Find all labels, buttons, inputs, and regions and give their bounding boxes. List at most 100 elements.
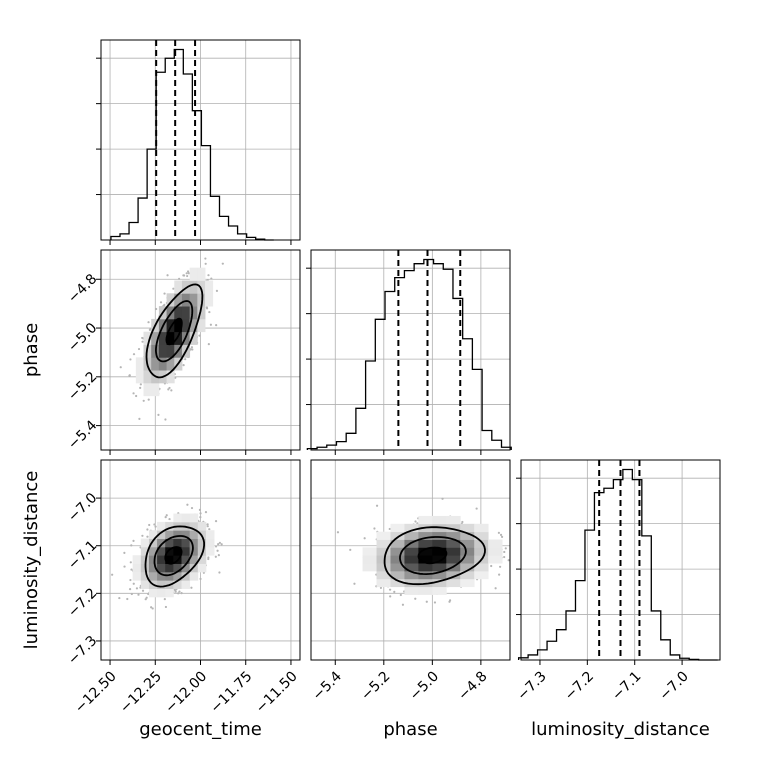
density-cell	[166, 331, 175, 345]
density-cell	[390, 563, 405, 572]
sample-point	[498, 573, 501, 576]
sample-point	[155, 307, 158, 311]
density-cell	[174, 318, 183, 333]
density-cell	[418, 555, 433, 564]
density-cell	[390, 523, 405, 533]
density-cell	[362, 547, 377, 556]
sample-point	[198, 508, 202, 512]
density-cell	[158, 344, 167, 358]
density-cell	[157, 588, 166, 598]
x-tick-label-geocent_time: −12.50	[72, 668, 120, 716]
y-tick-label-luminosity_distance: −7.3	[65, 633, 100, 668]
sample-point	[205, 307, 209, 310]
density-cell	[181, 555, 191, 564]
sample-point	[135, 587, 139, 590]
density-cell	[143, 370, 152, 384]
sample-point	[178, 590, 181, 593]
density-cell	[148, 538, 158, 548]
density-cell	[148, 563, 158, 573]
density-cell	[432, 570, 447, 580]
sample-point	[220, 543, 223, 546]
sample-point	[170, 389, 173, 392]
sample-point	[401, 603, 405, 606]
sample-point	[185, 272, 188, 275]
sample-point	[138, 417, 141, 421]
sample-point	[129, 561, 132, 564]
density-cell	[432, 515, 447, 525]
sample-point	[399, 593, 402, 597]
density-cell	[157, 530, 166, 539]
sample-point	[159, 301, 163, 304]
contour-level	[153, 535, 194, 577]
density-cell	[181, 318, 191, 333]
density-cell	[135, 357, 144, 371]
sample-point	[135, 394, 138, 398]
sample-point	[182, 364, 185, 367]
density-cell	[174, 293, 183, 307]
density-cell	[173, 563, 182, 573]
density-cell	[174, 280, 183, 294]
hist-step-geocent_time	[110, 48, 274, 241]
sample-point	[111, 573, 114, 576]
density-cell	[189, 530, 199, 539]
density-cell	[460, 555, 475, 564]
density-cell	[376, 570, 391, 580]
density-cell	[197, 521, 207, 531]
density-cell	[189, 538, 199, 548]
x-tick-label-geocent_time: −11.50	[253, 668, 301, 716]
density-cell	[143, 382, 152, 397]
sample-point	[204, 262, 207, 265]
sample-point	[174, 376, 177, 379]
density-cell	[151, 382, 160, 397]
sample-point	[221, 262, 224, 265]
x-axis-label-luminosity_distance: luminosity_distance	[531, 719, 710, 740]
sample-point	[123, 551, 126, 554]
joint-panel-luminosity_distance-vs-geocent_time	[96, 459, 301, 665]
sample-point	[145, 596, 148, 599]
density-cell	[488, 547, 503, 556]
density-cell	[446, 531, 461, 540]
density-cell	[166, 318, 175, 333]
sample-point	[507, 559, 510, 562]
hist-panel-luminosity_distance	[516, 459, 721, 665]
sample-point	[187, 272, 190, 275]
hist-step-phase	[306, 258, 512, 450]
sample-point	[336, 531, 340, 534]
density-cell	[197, 306, 206, 320]
density-cell	[148, 571, 158, 581]
density-cell	[181, 538, 191, 548]
density-cell	[205, 538, 215, 548]
sample-point	[475, 507, 478, 510]
density-cell	[189, 546, 199, 556]
x-tick-label-luminosity_distance: −7.2	[562, 668, 597, 703]
sample-point	[132, 353, 136, 356]
x-tick-label-geocent_time: −12.00	[162, 668, 210, 716]
sample-point	[177, 592, 180, 595]
density-cell	[418, 563, 433, 572]
density-cell	[446, 578, 461, 588]
sample-point	[189, 348, 192, 351]
sample-point	[186, 274, 189, 278]
density-cell	[460, 570, 475, 580]
sample-point	[353, 582, 356, 585]
hist-frame-luminosity_distance	[520, 459, 721, 661]
sample-point	[414, 597, 417, 600]
density-cell	[205, 530, 215, 539]
density-cell	[474, 570, 489, 580]
density-cell	[376, 555, 391, 564]
density-cell	[157, 546, 166, 556]
density-cell	[165, 521, 174, 531]
density-cell	[432, 555, 447, 564]
density-cell	[181, 530, 191, 539]
sample-point	[214, 545, 218, 548]
sample-point	[207, 557, 210, 561]
sample-point	[349, 548, 352, 551]
density-cell	[376, 578, 391, 588]
density-cell	[151, 357, 160, 371]
density-cell	[404, 563, 419, 572]
density-cell	[173, 530, 182, 539]
sample-point	[448, 600, 451, 603]
sample-point	[164, 516, 167, 519]
sample-point	[141, 340, 144, 343]
density-cell	[157, 538, 166, 548]
